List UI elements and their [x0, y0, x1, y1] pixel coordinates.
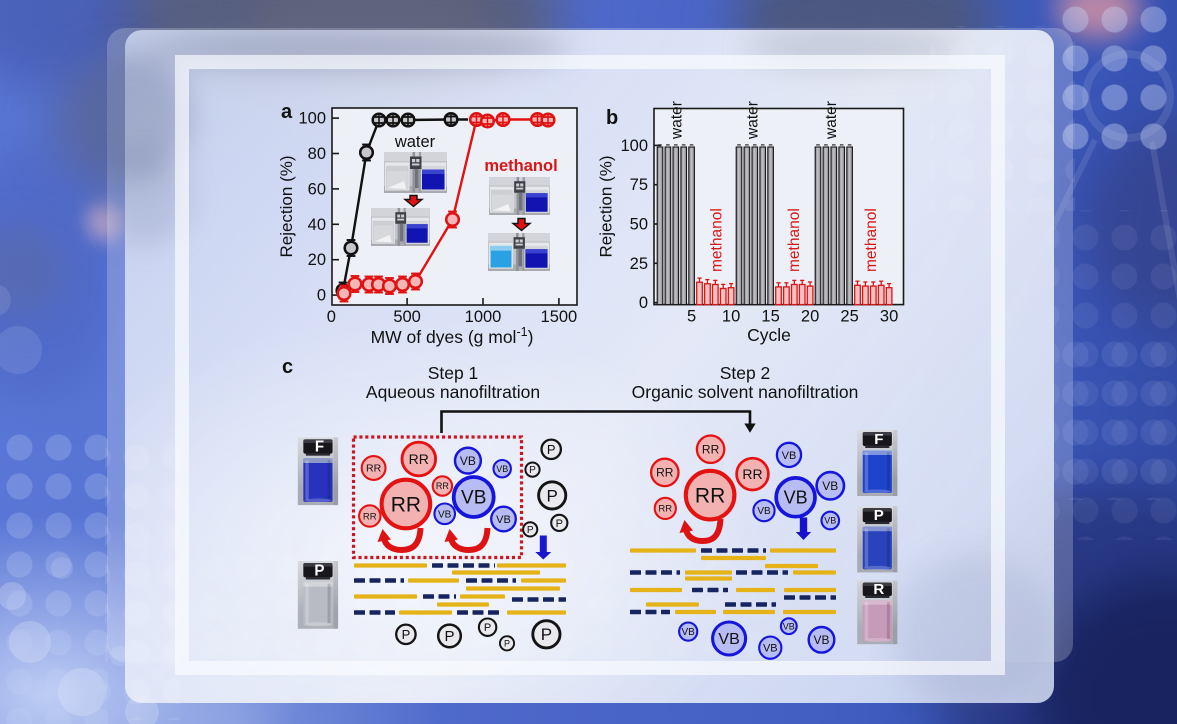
svg-text:P: P: [527, 525, 534, 536]
svg-text:P: P: [541, 625, 552, 644]
svg-text:RR: RR: [656, 466, 674, 480]
svg-text:P: P: [529, 465, 536, 476]
svg-text:Rejection (%): Rejection (%): [597, 155, 616, 257]
svg-text:80: 80: [308, 145, 326, 163]
svg-text:P: P: [556, 518, 563, 530]
svg-text:VB: VB: [824, 516, 836, 526]
svg-text:RR: RR: [366, 463, 382, 475]
svg-text:water: water: [669, 101, 686, 140]
svg-text:P: P: [547, 442, 556, 457]
svg-text:P: P: [484, 622, 491, 634]
svg-text:1500: 1500: [541, 308, 578, 326]
svg-text:Aqueous nanofiltration: Aqueous nanofiltration: [366, 382, 540, 402]
svg-text:Cycle: Cycle: [747, 325, 791, 345]
svg-text:RR: RR: [409, 451, 429, 467]
svg-text:water: water: [745, 101, 762, 140]
svg-text:VB: VB: [496, 514, 511, 526]
svg-text:25: 25: [840, 308, 858, 326]
svg-text:50: 50: [630, 216, 648, 234]
svg-text:VB: VB: [782, 450, 797, 462]
svg-text:VB: VB: [757, 506, 771, 517]
svg-text:10: 10: [722, 308, 740, 326]
svg-text:30: 30: [880, 308, 898, 326]
svg-text:water: water: [823, 101, 840, 140]
svg-text:methanol: methanol: [786, 208, 803, 272]
svg-text:methanol: methanol: [484, 157, 557, 175]
svg-text:Step 2: Step 2: [720, 363, 771, 383]
svg-text:RR: RR: [363, 511, 377, 522]
svg-text:20: 20: [308, 251, 326, 269]
svg-text:VB: VB: [438, 509, 452, 520]
svg-text:RR: RR: [702, 442, 720, 456]
svg-text:P: P: [444, 628, 454, 645]
svg-text:75: 75: [630, 176, 648, 194]
svg-text:RR: RR: [436, 481, 449, 491]
svg-text:Step 1: Step 1: [428, 363, 479, 383]
svg-text:methanol: methanol: [863, 208, 880, 272]
svg-text:a: a: [281, 101, 293, 123]
svg-text:5: 5: [687, 308, 696, 326]
svg-text:P: P: [402, 627, 411, 642]
svg-text:RR: RR: [742, 466, 762, 482]
svg-text:Organic solvent nanofiltration: Organic solvent nanofiltration: [632, 382, 859, 402]
svg-text:R: R: [873, 582, 884, 598]
svg-text:0: 0: [327, 308, 336, 326]
svg-text:60: 60: [308, 180, 326, 198]
svg-text:RR: RR: [658, 504, 672, 515]
svg-text:VB: VB: [763, 643, 778, 655]
svg-text:0: 0: [317, 287, 326, 305]
svg-text:P: P: [504, 638, 510, 648]
svg-text:100: 100: [620, 137, 648, 155]
svg-text:VB: VB: [496, 464, 508, 474]
svg-text:25: 25: [630, 255, 648, 273]
svg-text:water: water: [394, 133, 436, 151]
svg-text:VB: VB: [460, 454, 476, 468]
svg-text:0: 0: [639, 294, 648, 312]
svg-text:15: 15: [761, 308, 779, 326]
svg-text:c: c: [282, 356, 293, 378]
svg-text:VB: VB: [682, 627, 696, 638]
svg-text:P: P: [547, 486, 558, 505]
svg-text:F: F: [874, 431, 883, 448]
svg-text:VB: VB: [784, 488, 808, 508]
svg-text:VB: VB: [813, 633, 829, 647]
svg-text:1000: 1000: [465, 308, 502, 326]
svg-text:RR: RR: [391, 493, 421, 516]
svg-text:Rejection (%): Rejection (%): [277, 155, 296, 257]
svg-text:F: F: [315, 439, 324, 456]
svg-text:b: b: [606, 107, 618, 129]
svg-text:P: P: [874, 507, 884, 524]
svg-text:40: 40: [308, 216, 326, 234]
svg-text:VB: VB: [822, 479, 838, 493]
svg-text:MW of dyes (g mol-1): MW of dyes (g mol-1): [371, 325, 534, 347]
svg-text:VB: VB: [461, 488, 486, 509]
svg-text:VB: VB: [783, 621, 795, 631]
svg-text:P: P: [314, 562, 324, 579]
svg-text:500: 500: [393, 308, 421, 326]
svg-text:100: 100: [298, 110, 326, 128]
svg-text:20: 20: [801, 308, 819, 326]
svg-text:VB: VB: [718, 631, 739, 648]
svg-text:methanol: methanol: [708, 208, 725, 272]
svg-text:RR: RR: [695, 485, 725, 508]
